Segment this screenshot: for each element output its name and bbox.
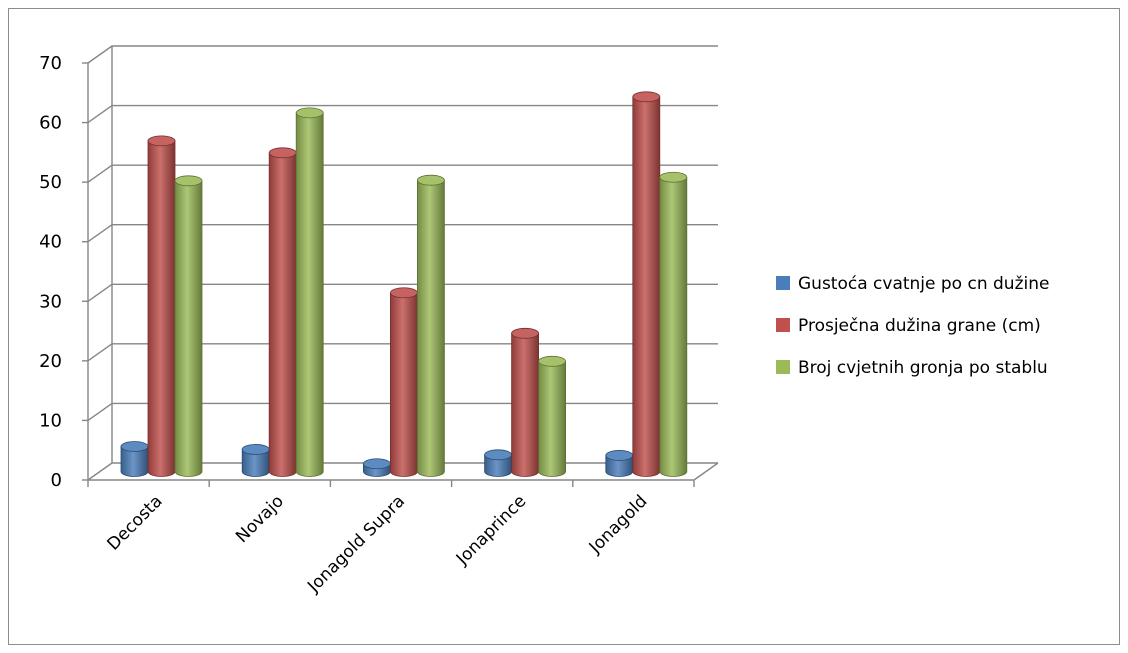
bar-cap-0-0 (120, 441, 149, 452)
y-tick-labels: 0 10 20 30 40 50 60 70 (39, 53, 62, 491)
y-tick-label: 50 (39, 172, 62, 193)
gridline (87, 104, 718, 124)
bar-cap-2-1 (295, 107, 324, 119)
legend: Gustoća cvatnje po cn dužine Prosječna du… (776, 274, 1049, 378)
bar-2-1 (295, 112, 324, 477)
bar-1-4 (632, 96, 661, 477)
bar-2-0 (174, 180, 203, 477)
bar-cap-1-1 (268, 147, 297, 159)
bar-1-2 (390, 292, 418, 477)
y-tick-label: 10 (39, 410, 62, 431)
bar-cap-1-0 (147, 135, 176, 147)
bar-1-1 (268, 152, 297, 477)
bar-cap-1-2 (389, 287, 418, 299)
axes (82, 46, 719, 487)
bar-1-3 (511, 332, 539, 477)
x-tick-label: Novajo (232, 491, 288, 547)
bars (120, 91, 688, 477)
y-tick-label: 40 (39, 232, 62, 253)
x-tick-label: Jonaprince (452, 491, 530, 569)
legend-entry: Gustoća cvatnje po cn dužine (798, 274, 1049, 294)
bar-1-0 (147, 140, 176, 477)
bar-cap-1-3 (511, 327, 539, 339)
bar-cap-2-2 (416, 174, 445, 186)
x-tick-label: Jonagold (585, 491, 652, 558)
bar-2-3 (538, 360, 566, 477)
y-tick-label: 30 (39, 291, 62, 312)
legend-swatch (776, 276, 790, 290)
legend-swatch (776, 318, 790, 332)
x-tick-label: Decosta (104, 491, 167, 554)
bar-cap-0-3 (484, 449, 513, 461)
bar-cap-0-4 (605, 450, 634, 461)
bar-cap-1-4 (632, 91, 661, 103)
legend-entry: Prosječna dužina grane (cm) (798, 316, 1041, 336)
legend-entry: Broj cvjetnih gronja po stablu (798, 358, 1048, 378)
bar-2-2 (417, 179, 445, 477)
bar-cap-2-4 (659, 171, 688, 183)
y-tick-label: 70 (39, 53, 62, 74)
bar-cap-2-0 (174, 175, 203, 187)
y-tick-label: 60 (39, 113, 62, 134)
legend-swatch (776, 360, 790, 374)
y-tick-label: 20 (39, 351, 62, 372)
bar-cap-0-1 (241, 444, 270, 455)
bar-2-4 (659, 176, 688, 477)
gridline (87, 45, 718, 64)
x-tick-label: Jonagold Supra (303, 491, 409, 597)
y-tick-label: 0 (51, 470, 62, 491)
x-tick-labels: Decosta Novajo Jonagold Supra Jonaprince Jon… (104, 491, 652, 597)
bar-cap-2-3 (538, 355, 566, 367)
bar-cap-0-2 (362, 458, 391, 470)
